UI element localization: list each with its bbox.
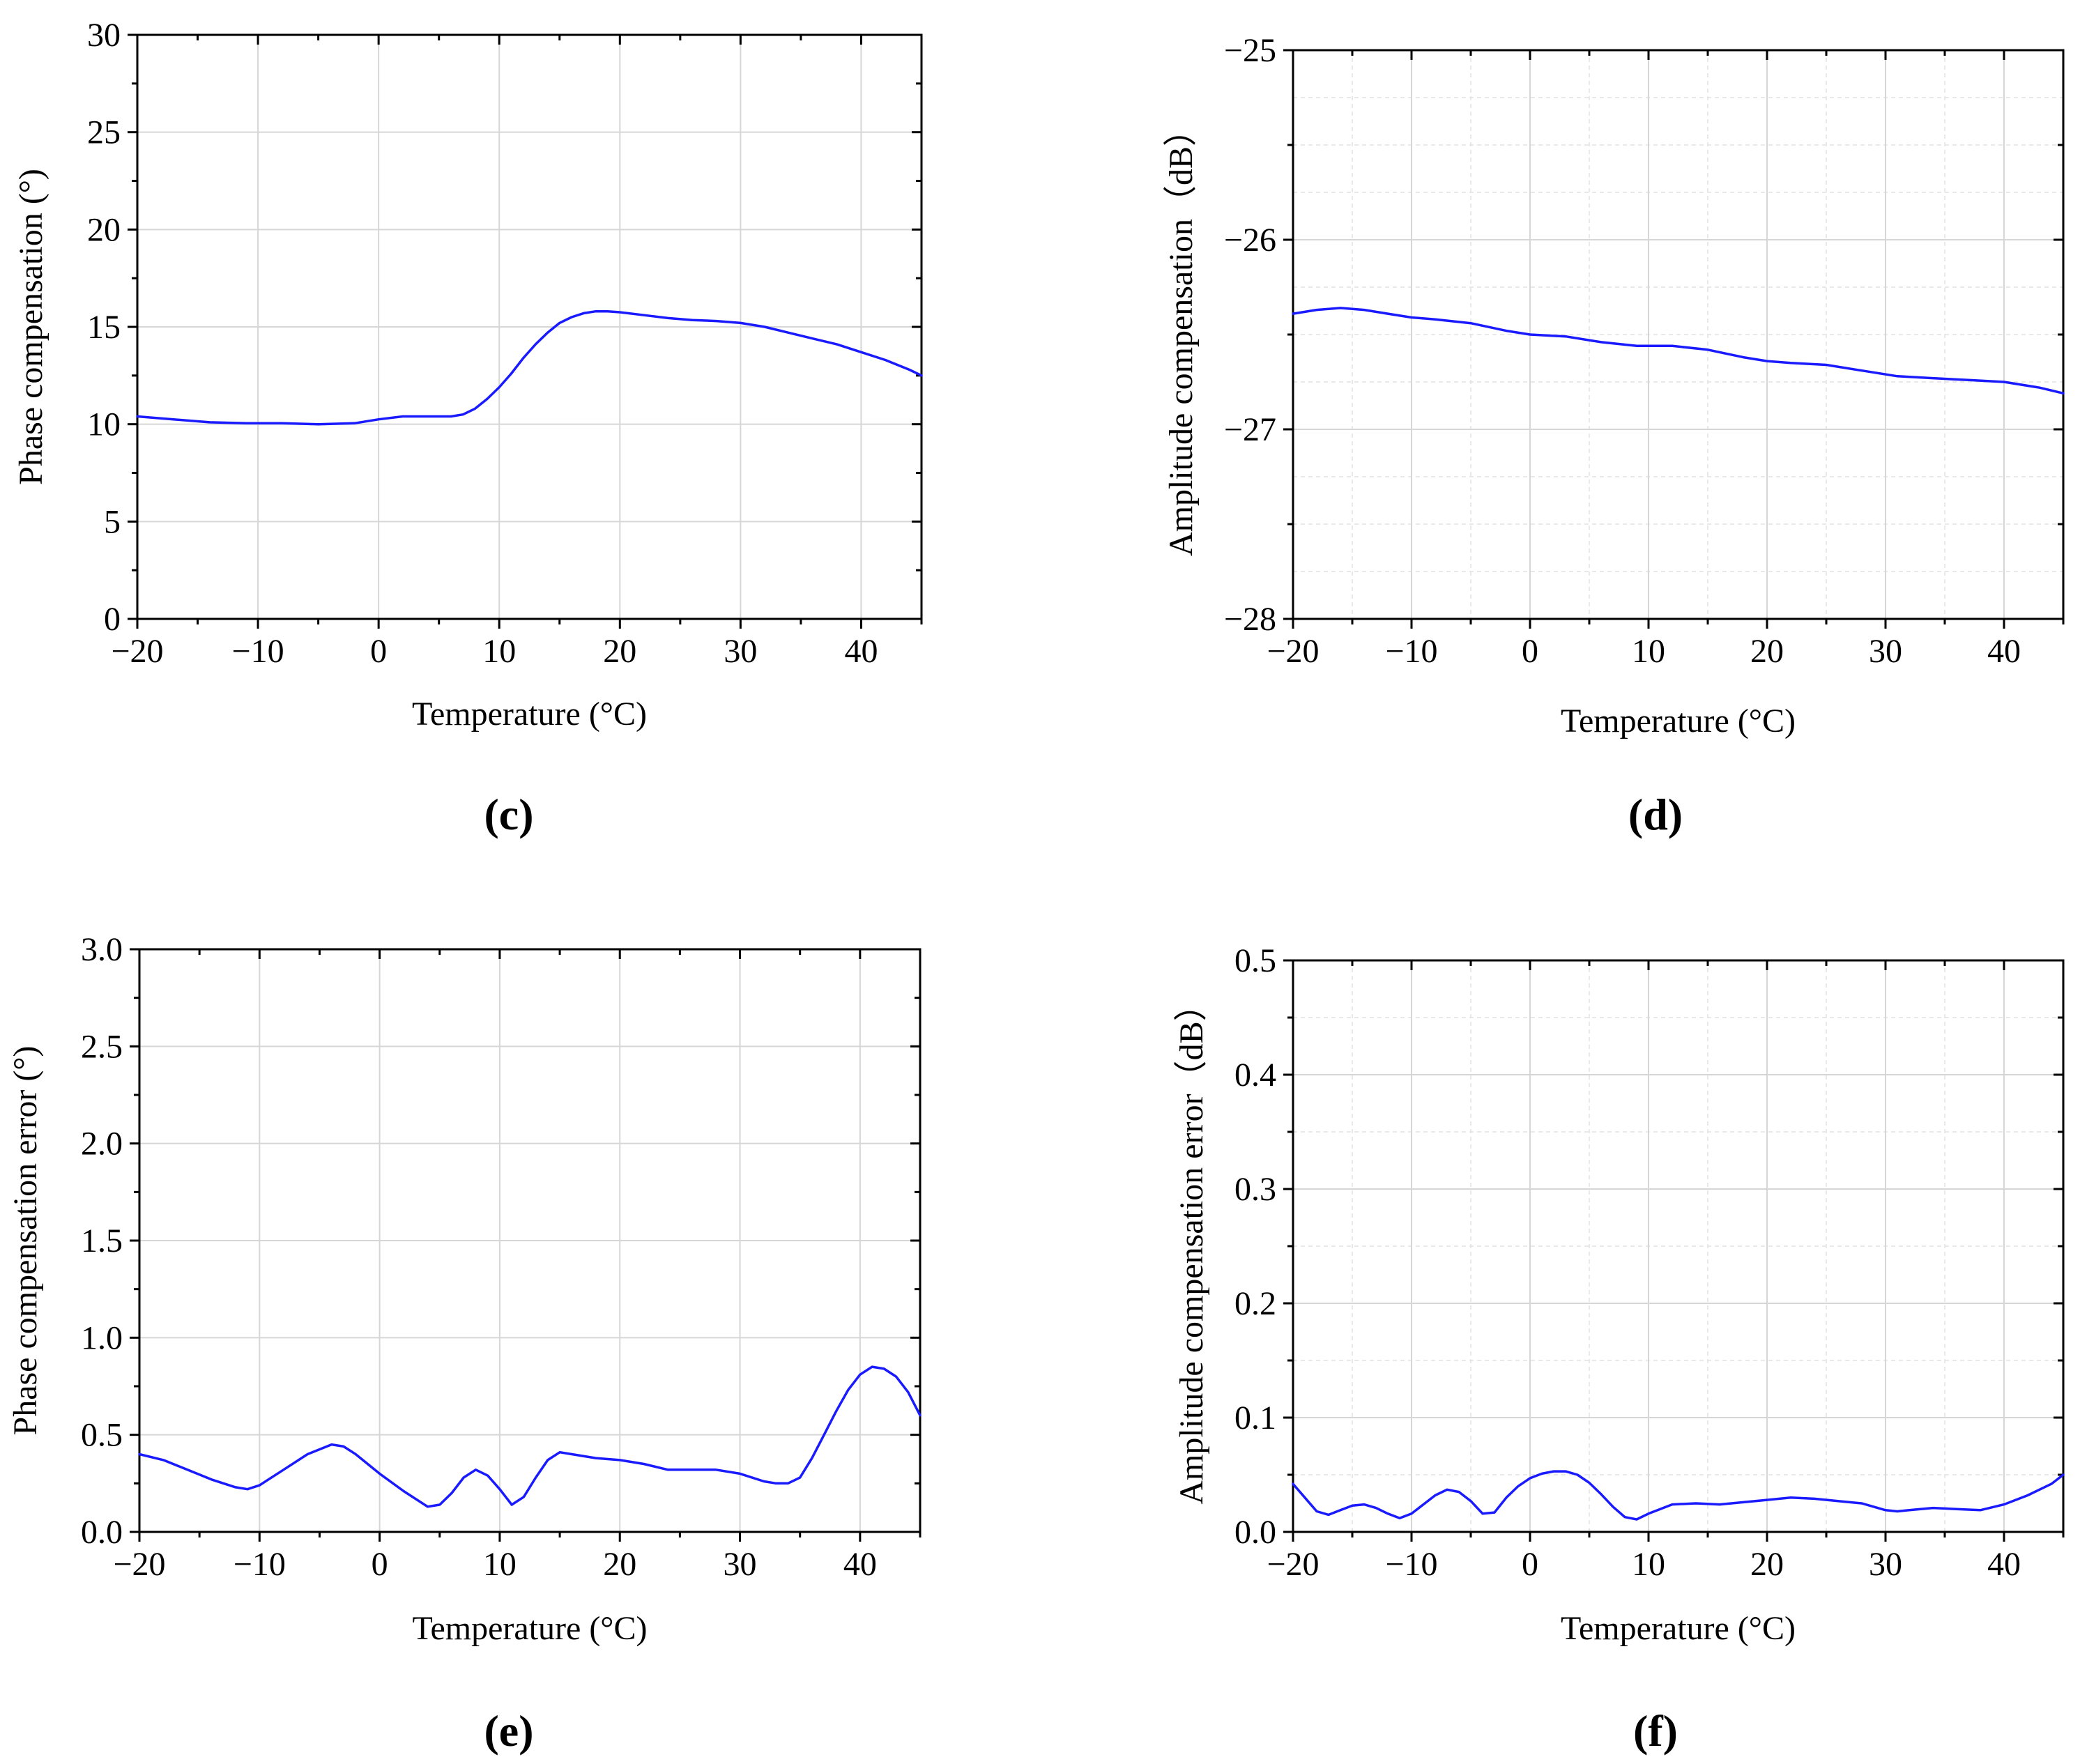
x-tick-label: 30 [724, 633, 757, 670]
x-axis-title: Temperature (°C) [1561, 703, 1796, 739]
y-axis-title: Phase compensation error (°) [7, 1045, 44, 1435]
y-tick-label: −28 [1224, 601, 1276, 638]
x-tick-label: 30 [1869, 1546, 1902, 1583]
x-tick-label: 20 [1750, 633, 1784, 670]
y-tick-label: 0.3 [1234, 1171, 1276, 1208]
x-axis-title: Temperature (°C) [412, 1610, 647, 1647]
x-tick-label: 10 [1632, 633, 1665, 670]
x-tick-label: 40 [844, 633, 878, 670]
y-axis-title: Phase compensation (°) [13, 169, 49, 485]
y-tick-label: −25 [1224, 32, 1276, 69]
x-tick-label: 40 [1987, 1546, 2021, 1583]
x-tick-label: 10 [483, 1546, 517, 1583]
y-tick-label: 0.5 [81, 1417, 123, 1454]
panel-label-e: (e) [484, 1706, 533, 1756]
x-tick-label: 30 [1869, 633, 1902, 670]
x-tick-label: 40 [843, 1546, 877, 1583]
panel-label-c: (c) [484, 790, 533, 839]
y-tick-label: 0.0 [81, 1514, 123, 1551]
x-tick-label: −10 [234, 1546, 286, 1583]
y-tick-label: 3.0 [81, 931, 123, 968]
y-tick-label: 0.0 [1234, 1514, 1276, 1551]
y-tick-label: −27 [1224, 411, 1276, 448]
y-axis-title: Amplitude compensation（dB） [1163, 113, 1200, 556]
series-line-d [1292, 307, 2065, 395]
y-tick-label: 1.5 [81, 1222, 123, 1259]
y-tick-label: 1.0 [81, 1319, 123, 1356]
x-tick-label: −10 [1385, 1546, 1437, 1583]
x-tick-label: 30 [724, 1546, 757, 1583]
y-tick-label: 0.5 [1234, 942, 1276, 979]
x-tick-label: −10 [232, 633, 284, 670]
y-tick-label: 2.0 [81, 1126, 123, 1163]
panel-label-d: (d) [1628, 790, 1683, 839]
x-tick-label: 0 [370, 633, 387, 670]
series-line-e [138, 1365, 922, 1508]
y-tick-label: 5 [104, 503, 121, 540]
y-tick-label: 0.2 [1234, 1285, 1276, 1322]
x-tick-label: 0 [1522, 1546, 1538, 1583]
x-tick-label: 40 [1987, 633, 2021, 670]
series-line-f [1292, 1470, 2065, 1521]
x-tick-label: 20 [603, 1546, 636, 1583]
y-tick-label: 0.4 [1234, 1057, 1276, 1094]
chart-panel-d: −20 −10 0 10 20 30 40 −28 −27 −26 −25 Temperature (… [1163, 32, 2065, 839]
y-axis-title: Amplitude compensation error（dB） [1173, 988, 1210, 1504]
x-tick-label: −10 [1385, 633, 1437, 670]
series-line-c [136, 309, 923, 426]
y-tick-label: 25 [87, 114, 121, 151]
x-tick-label: −20 [1267, 633, 1319, 670]
y-tick-label: 20 [87, 211, 121, 248]
x-tick-label: 0 [372, 1546, 388, 1583]
x-tick-label: −20 [113, 1546, 165, 1583]
x-tick-label: −20 [1267, 1546, 1319, 1583]
y-tick-label: 0 [104, 601, 121, 638]
y-tick-label: 0.1 [1234, 1399, 1276, 1436]
x-axis-title: Temperature (°C) [412, 696, 647, 733]
x-axis-title: Temperature (°C) [1561, 1610, 1796, 1647]
y-tick-label: 2.5 [81, 1028, 123, 1065]
x-tick-label: 20 [603, 633, 636, 670]
x-tick-label: −20 [111, 633, 163, 670]
panel-label-f: (f) [1633, 1706, 1678, 1756]
chart-panel-c: −20 −10 0 10 20 30 40 0 5 10 15 20 25 30 Temperature (… [13, 17, 923, 839]
x-tick-label: 10 [482, 633, 516, 670]
x-tick-label: 20 [1750, 1546, 1784, 1583]
chart-panel-e: −20 −10 0 10 20 30 40 0.0 0.5 1.0 1.5 2.0 2.5 3.0 Temp… [7, 931, 922, 1756]
x-tick-label: 10 [1632, 1546, 1665, 1583]
y-tick-label: −26 [1224, 222, 1276, 259]
y-tick-label: 15 [87, 309, 121, 346]
x-tick-label: 0 [1522, 633, 1538, 670]
chart-panel-f: −20 −10 0 10 20 30 40 0.0 0.1 0.2 0.3 0.4 0.5 Tempera… [1173, 942, 2065, 1756]
y-tick-label: 30 [87, 17, 121, 54]
y-tick-label: 10 [87, 406, 121, 443]
